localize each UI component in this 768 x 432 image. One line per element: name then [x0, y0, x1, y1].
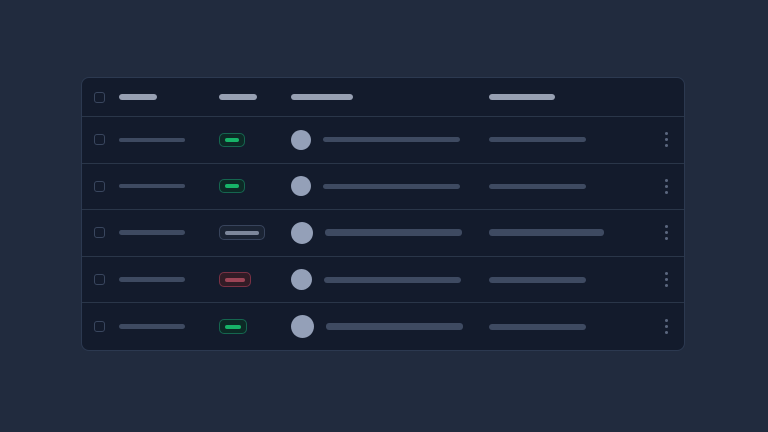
kebab-menu-icon[interactable]	[660, 317, 674, 337]
table-row[interactable]	[82, 210, 684, 257]
secondary-text-skeleton	[489, 323, 586, 330]
status-badge	[219, 132, 245, 147]
secondary-text-skeleton	[489, 183, 586, 189]
kebab-menu-icon[interactable]	[660, 223, 674, 243]
avatar	[291, 315, 314, 339]
row-cell-primary	[119, 210, 219, 256]
row-select-checkbox[interactable]	[94, 227, 105, 239]
status-badge-skeleton	[225, 184, 239, 189]
primary-text-skeleton	[119, 184, 185, 189]
status-badge-skeleton	[225, 324, 241, 329]
row-cell-secondary	[489, 117, 649, 163]
table-row[interactable]	[82, 257, 684, 304]
table-row[interactable]	[82, 117, 684, 164]
row-cell-status	[219, 117, 291, 163]
row-cell-user	[291, 257, 489, 303]
avatar	[291, 269, 312, 291]
header-label-skeleton-4	[489, 94, 555, 100]
primary-text-skeleton	[119, 137, 185, 142]
status-badge-skeleton	[225, 137, 239, 142]
header-label-skeleton-3	[291, 94, 353, 100]
status-badge	[219, 272, 251, 288]
header-label-skeleton-1	[119, 94, 157, 100]
table-header-row	[82, 78, 684, 117]
avatar	[291, 176, 311, 197]
header-menu-cell	[649, 78, 684, 116]
row-cell-user	[291, 164, 489, 210]
row-cell-secondary	[489, 210, 649, 256]
row-cell-status	[219, 164, 291, 210]
row-menu-cell	[649, 164, 684, 210]
row-select-checkbox[interactable]	[94, 180, 105, 192]
user-text-skeleton	[326, 323, 463, 331]
user-text-skeleton	[323, 137, 460, 143]
row-cell-user	[291, 210, 489, 256]
avatar	[291, 221, 313, 244]
status-badge	[219, 179, 245, 194]
kebab-menu-icon[interactable]	[660, 130, 674, 150]
row-cell-primary	[119, 164, 219, 210]
secondary-text-skeleton	[489, 229, 604, 237]
row-menu-cell	[649, 303, 684, 350]
user-text-skeleton	[323, 183, 460, 189]
user-text-skeleton	[324, 276, 461, 283]
primary-text-skeleton	[119, 277, 185, 283]
row-cell-secondary	[489, 164, 649, 210]
header-column-2[interactable]	[219, 78, 291, 116]
data-table-card	[81, 77, 685, 351]
kebab-menu-icon[interactable]	[660, 270, 674, 290]
header-column-4[interactable]	[489, 78, 649, 116]
select-all-checkbox[interactable]	[94, 91, 105, 103]
status-badge	[219, 225, 265, 241]
header-label-skeleton-2	[219, 94, 257, 100]
row-cell-status	[219, 303, 291, 350]
avatar	[291, 129, 311, 150]
row-cell-user	[291, 117, 489, 163]
row-select-cell	[82, 303, 119, 350]
table-row[interactable]	[82, 164, 684, 211]
secondary-text-skeleton	[489, 276, 586, 283]
row-cell-status	[219, 257, 291, 303]
row-select-cell	[82, 117, 119, 163]
user-text-skeleton	[325, 229, 462, 237]
row-menu-cell	[649, 117, 684, 163]
secondary-text-skeleton	[489, 137, 586, 143]
row-menu-cell	[649, 210, 684, 256]
row-select-cell	[82, 257, 119, 303]
table-body	[82, 117, 684, 350]
header-column-1[interactable]	[119, 78, 219, 116]
row-cell-secondary	[489, 303, 649, 350]
row-select-checkbox[interactable]	[94, 321, 105, 333]
header-select-cell	[82, 78, 119, 116]
row-select-checkbox[interactable]	[94, 274, 105, 286]
header-column-3[interactable]	[291, 78, 489, 116]
row-cell-primary	[119, 117, 219, 163]
row-cell-status	[219, 210, 291, 256]
row-select-checkbox[interactable]	[94, 134, 105, 146]
row-menu-cell	[649, 257, 684, 303]
row-cell-primary	[119, 303, 219, 350]
status-badge-skeleton	[225, 230, 259, 235]
table-row[interactable]	[82, 303, 684, 350]
row-cell-user	[291, 303, 489, 350]
row-cell-secondary	[489, 257, 649, 303]
row-select-cell	[82, 210, 119, 256]
row-select-cell	[82, 164, 119, 210]
primary-text-skeleton	[119, 324, 185, 330]
primary-text-skeleton	[119, 230, 185, 236]
status-badge	[219, 319, 247, 335]
kebab-menu-icon[interactable]	[660, 176, 674, 196]
row-cell-primary	[119, 257, 219, 303]
status-badge-skeleton	[225, 277, 245, 282]
